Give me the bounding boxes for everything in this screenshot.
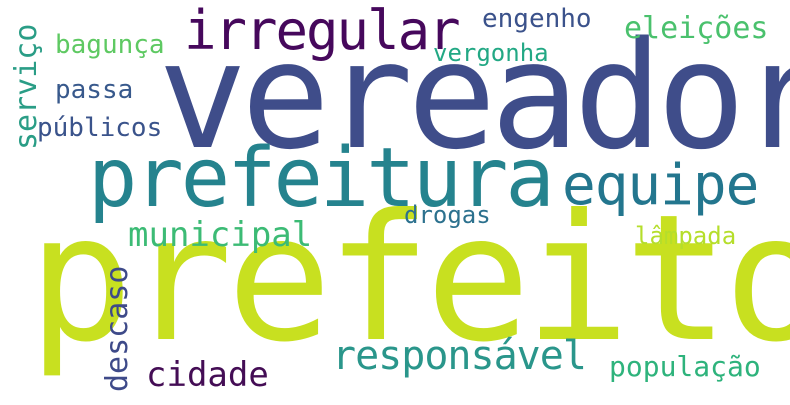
word-prefeito: prefeito [28, 178, 790, 381]
word-descaso: descaso [100, 265, 135, 392]
word-vereador: vereador [158, 10, 790, 182]
word-eleicoes: eleições [624, 11, 769, 46]
word-equipe: equipe [562, 153, 759, 218]
word-engenho: engenho [482, 4, 592, 34]
word-vergonha: vergonha [433, 39, 549, 67]
word-bagunca: bagunça [55, 30, 165, 60]
word-servico: serviço [9, 23, 44, 150]
word-municipal: municipal [128, 215, 313, 255]
word-populacao: população [609, 350, 761, 383]
word-cidade: cidade [146, 355, 269, 395]
word-prefeitura: prefeitura [88, 131, 555, 226]
word-passa: passa [55, 75, 134, 105]
word-lampada: lâmpada [635, 222, 737, 250]
word-publicos: públicos [37, 113, 163, 143]
word-responsavel: responsável [332, 333, 587, 379]
word-irregular: irregular [184, 0, 461, 62]
word-drogas: drogas [404, 201, 491, 229]
